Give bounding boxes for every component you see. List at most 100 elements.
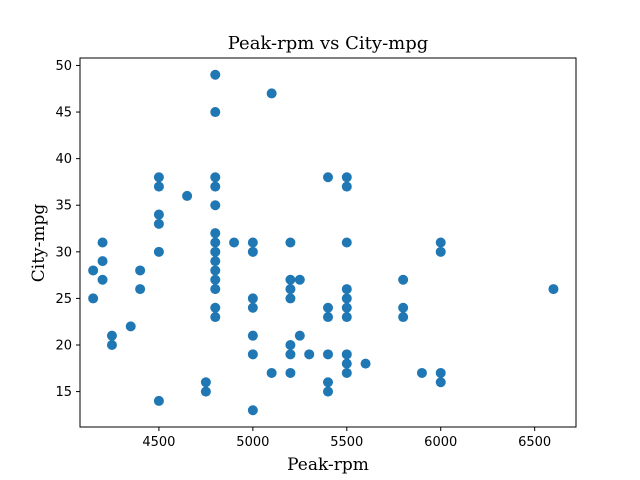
x-tick-label: 5500 [330, 435, 363, 450]
x-axis-label: Peak-rpm [287, 455, 369, 475]
y-tick-label: 20 [55, 339, 72, 354]
data-point [285, 349, 296, 360]
data-point [210, 274, 221, 285]
data-point [88, 293, 99, 304]
y-axis-ticks: 15 20 25 30 35 40 45 50 [55, 59, 80, 400]
data-point [97, 256, 108, 267]
data-point [247, 237, 258, 248]
y-tick-label: 25 [55, 292, 72, 307]
x-tick-label: 6000 [424, 435, 457, 450]
data-point [285, 340, 296, 350]
data-point [285, 293, 296, 304]
data-point [435, 246, 446, 257]
data-point [323, 302, 333, 313]
data-point [341, 284, 352, 295]
data-point [135, 284, 146, 295]
data-point [153, 218, 164, 229]
data-point [210, 302, 221, 313]
x-tick-label: 6500 [518, 435, 551, 450]
data-point [341, 358, 352, 369]
data-point [135, 265, 146, 276]
y-tick-label: 40 [55, 152, 72, 167]
data-point [153, 246, 164, 257]
data-point [106, 340, 117, 350]
data-point [210, 228, 221, 239]
data-point [247, 302, 258, 313]
data-point [97, 237, 108, 248]
data-point [341, 237, 352, 248]
data-point [398, 312, 409, 323]
y-tick-label: 35 [55, 199, 72, 214]
data-point [266, 367, 277, 378]
data-point [285, 284, 296, 295]
data-points [88, 69, 559, 416]
data-point [435, 237, 446, 248]
x-tick-label: 4500 [142, 435, 175, 450]
data-point [435, 367, 446, 378]
data-point [341, 367, 352, 378]
data-point [398, 302, 409, 313]
data-point [285, 274, 296, 285]
data-point [341, 349, 352, 360]
data-point [210, 172, 221, 183]
data-point [247, 349, 258, 360]
data-point [210, 69, 221, 80]
data-point [210, 181, 221, 192]
data-point [548, 284, 559, 295]
data-point [341, 293, 352, 304]
data-point [182, 190, 193, 201]
data-point [341, 172, 352, 183]
data-point [341, 302, 352, 313]
y-tick-label: 30 [55, 245, 72, 260]
data-point [200, 386, 211, 397]
data-point [341, 181, 352, 192]
data-point [210, 200, 221, 211]
data-point [97, 274, 108, 285]
data-point [153, 209, 164, 220]
data-point [210, 265, 221, 276]
data-point [398, 274, 409, 285]
data-point [247, 330, 258, 341]
data-point [323, 312, 333, 323]
data-point [266, 88, 277, 99]
y-axis-label: City-mpg [29, 204, 49, 283]
data-point [247, 246, 258, 257]
data-point [416, 367, 427, 378]
data-point [294, 330, 305, 341]
y-tick-label: 45 [55, 106, 72, 121]
data-point [210, 312, 221, 323]
data-point [435, 377, 446, 388]
data-point [247, 293, 258, 304]
data-point [323, 349, 333, 360]
x-tick-label: 5000 [236, 435, 269, 450]
plot-frame [79, 57, 577, 428]
data-point [210, 284, 221, 295]
data-point [285, 237, 296, 248]
data-point [323, 377, 333, 388]
data-point [360, 358, 371, 369]
data-point [323, 172, 333, 183]
data-point [294, 274, 305, 285]
data-point [106, 330, 117, 341]
data-point [229, 237, 240, 248]
data-point [304, 349, 315, 360]
data-point [200, 377, 211, 388]
data-point [323, 386, 333, 397]
chart-title: Peak-rpm vs City-mpg [228, 33, 429, 54]
data-point [210, 246, 221, 257]
y-tick-label: 15 [55, 385, 72, 400]
x-axis-ticks: 4500 5000 5500 6000 6500 [142, 427, 551, 450]
data-point [153, 395, 164, 406]
data-point [210, 107, 221, 118]
data-point [341, 312, 352, 323]
data-point [125, 321, 136, 332]
data-point [210, 237, 221, 248]
data-point [247, 405, 258, 416]
data-point [285, 367, 296, 378]
data-point [153, 172, 164, 183]
data-point [210, 256, 221, 267]
data-point [153, 181, 164, 192]
y-tick-label: 50 [55, 59, 72, 74]
data-point [88, 265, 99, 276]
